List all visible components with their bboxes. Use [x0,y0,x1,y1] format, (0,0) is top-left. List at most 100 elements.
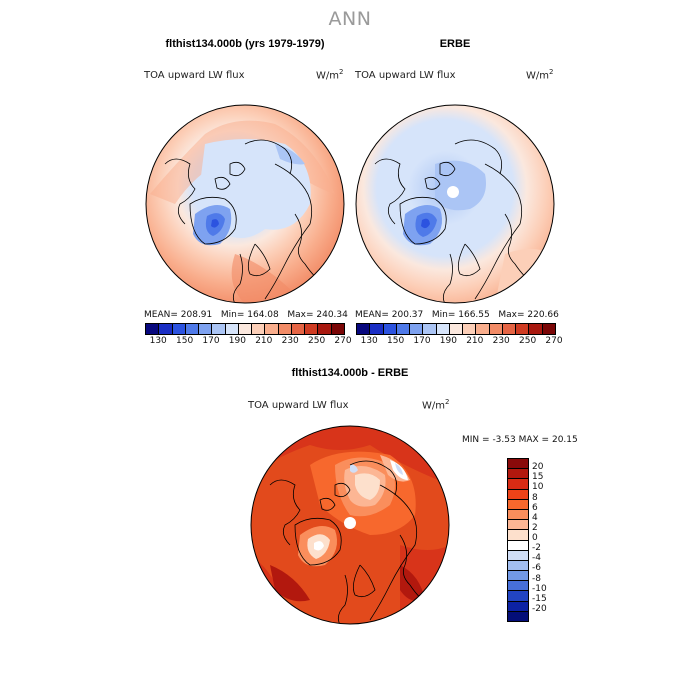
colorbar-swatch [508,459,528,470]
diff-min-label: MIN = [462,435,490,445]
colorbar-tick-label: 190 [228,336,246,346]
colorbar-swatch [508,560,528,572]
colorbar-swatch [508,479,528,490]
colorbar-swatch [508,489,528,500]
obs-stats: MEAN= 200.37 Min= 166.55 Max= 220.66 [355,310,559,320]
page-title: ANN [328,8,372,30]
model-units-exp: 2 [339,68,344,76]
obs-units-base: W/m [526,70,549,82]
colorbar-tick-label: 190 [439,336,457,346]
colorbar-swatch [396,324,411,334]
colorbar-swatch [370,324,384,334]
diff-units-base: W/m [422,400,445,412]
model-max-label: Max= [287,310,314,320]
colorbar-swatch [508,550,528,561]
obs-units-label: W/m2 [526,68,553,81]
colorbar-tick-label: 250 [519,336,537,346]
model-colorbar [145,323,345,335]
colorbar-swatch [252,324,266,334]
colorbar-swatch [508,540,528,551]
colorbar-tick-label: 210 [255,336,273,346]
colorbar-swatch [331,324,344,334]
colorbar-tick-label: 10 [532,482,544,493]
model-min-value: 164.08 [247,310,279,320]
diff-units-exp: 2 [445,398,450,406]
colorbar-tick-label: 130 [360,336,378,346]
obs-units-exp: 2 [549,68,554,76]
colorbar-tick-label: 210 [466,336,484,346]
model-units-base: W/m [316,70,339,82]
diff-stats: MIN = -3.53 MAX = 20.15 [462,435,578,445]
colorbar-swatch [423,324,437,334]
colorbar-swatch [508,520,528,531]
diff-max-value: 20.15 [551,435,578,445]
diff-polar-map [250,425,450,625]
diff-min-value: -3.53 [492,435,516,445]
colorbar-tick-label: 4 [532,512,538,523]
colorbar-swatch [508,530,528,541]
colorbar-tick-label: 230 [492,336,510,346]
colorbar-tick-label: 8 [532,492,538,503]
model-max-value: 240.34 [316,310,348,320]
colorbar-swatch [212,324,226,334]
obs-colorbar [356,323,556,335]
colorbar-tick-label: 150 [387,336,405,346]
colorbar-swatch [508,571,528,582]
diff-colorbar [507,458,529,622]
colorbar-swatch [146,324,160,334]
colorbar-swatch [508,601,528,612]
obs-max-value: 220.66 [527,310,559,320]
diff-panel-title: flthist134.000b - ERBE [291,367,409,379]
colorbar-swatch [199,324,213,334]
colorbar-swatch [502,324,517,334]
colorbar-swatch [508,611,528,621]
colorbar-swatch [278,324,292,334]
diff-variable-label: TOA upward LW flux [248,400,349,411]
colorbar-tick-label: 130 [149,336,167,346]
colorbar-swatch [265,324,279,334]
colorbar-swatch [305,324,319,334]
model-panel-title: flthist134.000b (yrs 1979-1979) [165,38,325,50]
obs-mean-label: MEAN= [355,310,389,320]
colorbar-swatch [542,324,555,334]
colorbar-swatch [383,324,397,334]
colorbar-swatch [508,499,528,510]
model-mean-label: MEAN= [144,310,178,320]
colorbar-tick-label: -8 [532,573,541,584]
colorbar-swatch [159,324,173,334]
colorbar-tick-label: 170 [202,336,220,346]
obs-max-label: Max= [498,310,525,320]
colorbar-swatch [410,324,424,334]
colorbar-swatch [508,591,528,602]
colorbar-swatch [516,324,530,334]
colorbar-swatch [463,324,477,334]
diff-units-label: W/m2 [422,398,449,411]
colorbar-tick-label: -20 [532,603,547,614]
colorbar-tick-label: 6 [532,502,538,513]
colorbar-swatch [508,469,528,480]
colorbar-tick-label: 250 [308,336,326,346]
colorbar-tick-label: 150 [176,336,194,346]
colorbar-tick-label: 20 [532,462,544,473]
colorbar-tick-label: 15 [532,472,544,483]
model-units-label: W/m2 [316,68,343,81]
obs-min-value: 166.55 [458,310,490,320]
colorbar-swatch [238,324,253,334]
colorbar-swatch [529,324,543,334]
colorbar-tick-label: -10 [532,583,547,594]
model-variable-label: TOA upward LW flux [144,70,245,81]
model-mean-value: 208.91 [180,310,213,320]
colorbar-swatch [489,324,503,334]
colorbar-swatch [172,324,186,334]
colorbar-tick-label: 270 [545,336,563,346]
colorbar-swatch [357,324,371,334]
obs-polar-map [355,104,555,304]
obs-panel-title: ERBE [439,38,471,50]
colorbar-swatch [291,324,306,334]
colorbar-tick-label: 2 [532,522,538,533]
model-min-label: Min= [220,310,245,320]
colorbar-swatch [318,324,332,334]
colorbar-tick-label: 230 [281,336,299,346]
colorbar-tick-label: 0 [532,533,538,543]
colorbar-swatch [436,324,450,334]
